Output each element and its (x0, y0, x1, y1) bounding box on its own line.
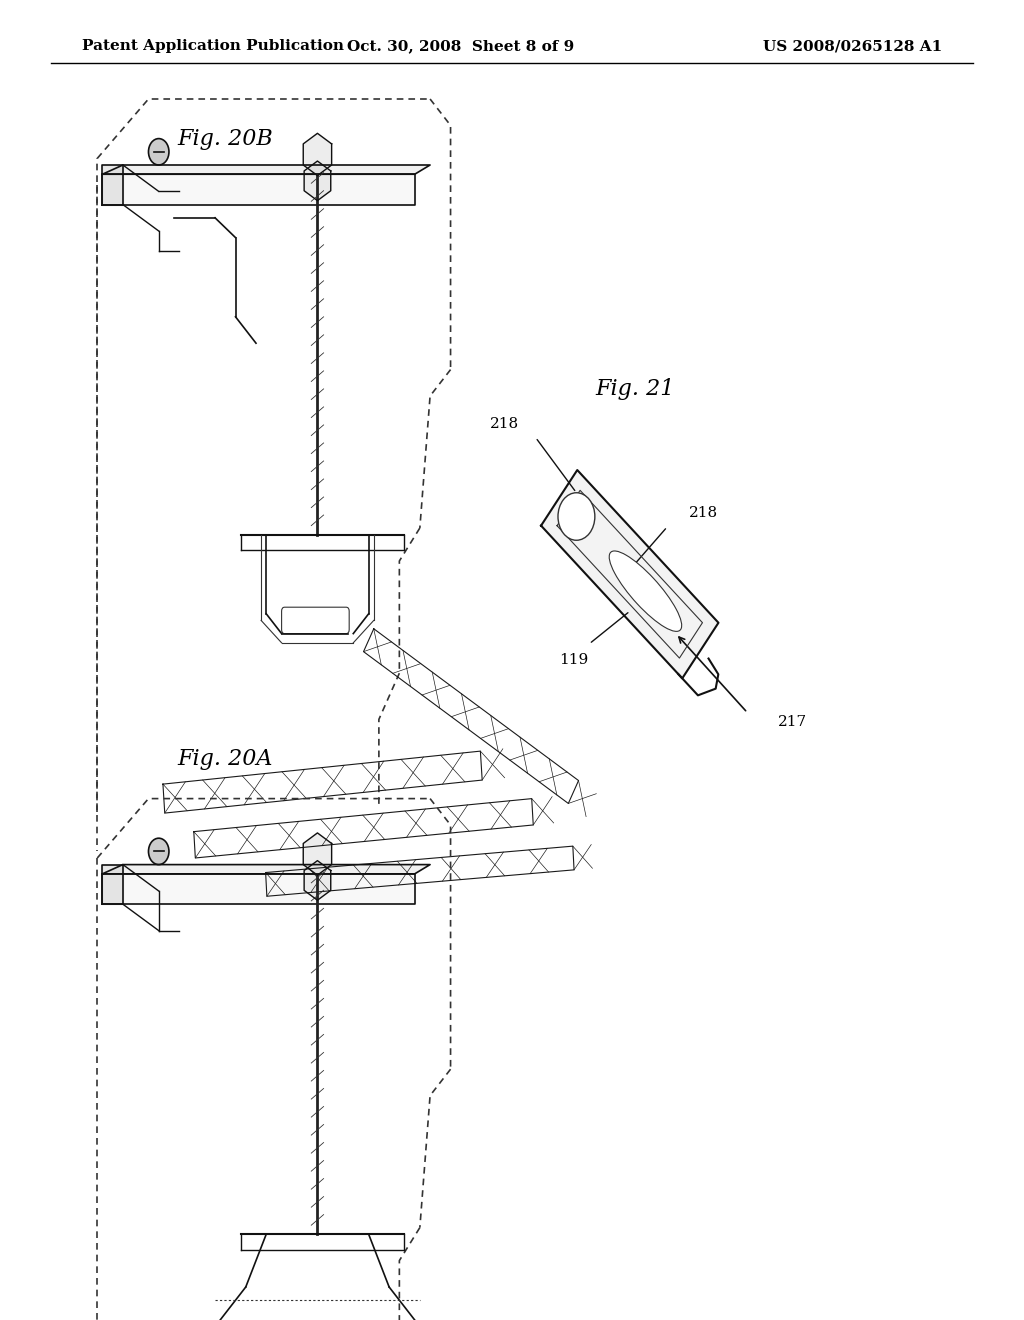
Text: 119: 119 (559, 653, 589, 667)
Polygon shape (102, 865, 430, 874)
Polygon shape (102, 874, 415, 904)
Text: Fig. 20B: Fig. 20B (177, 128, 273, 149)
Polygon shape (541, 470, 719, 678)
Polygon shape (102, 165, 123, 205)
Polygon shape (304, 161, 331, 201)
Polygon shape (102, 174, 415, 205)
Polygon shape (102, 865, 123, 904)
Circle shape (148, 139, 169, 165)
Text: Patent Application Publication: Patent Application Publication (82, 40, 344, 53)
Polygon shape (304, 861, 331, 900)
Ellipse shape (609, 550, 682, 631)
Circle shape (148, 838, 169, 865)
Text: 217: 217 (778, 715, 807, 729)
Circle shape (558, 492, 595, 540)
Text: 218: 218 (688, 506, 718, 520)
Text: Fig. 21: Fig. 21 (595, 379, 675, 400)
Text: Fig. 20A: Fig. 20A (177, 748, 273, 770)
Polygon shape (102, 165, 430, 174)
Text: Oct. 30, 2008  Sheet 8 of 9: Oct. 30, 2008 Sheet 8 of 9 (347, 40, 574, 53)
Polygon shape (303, 133, 332, 176)
Text: US 2008/0265128 A1: US 2008/0265128 A1 (763, 40, 942, 53)
Polygon shape (303, 833, 332, 875)
FancyBboxPatch shape (282, 607, 349, 634)
Text: 218: 218 (490, 417, 519, 430)
